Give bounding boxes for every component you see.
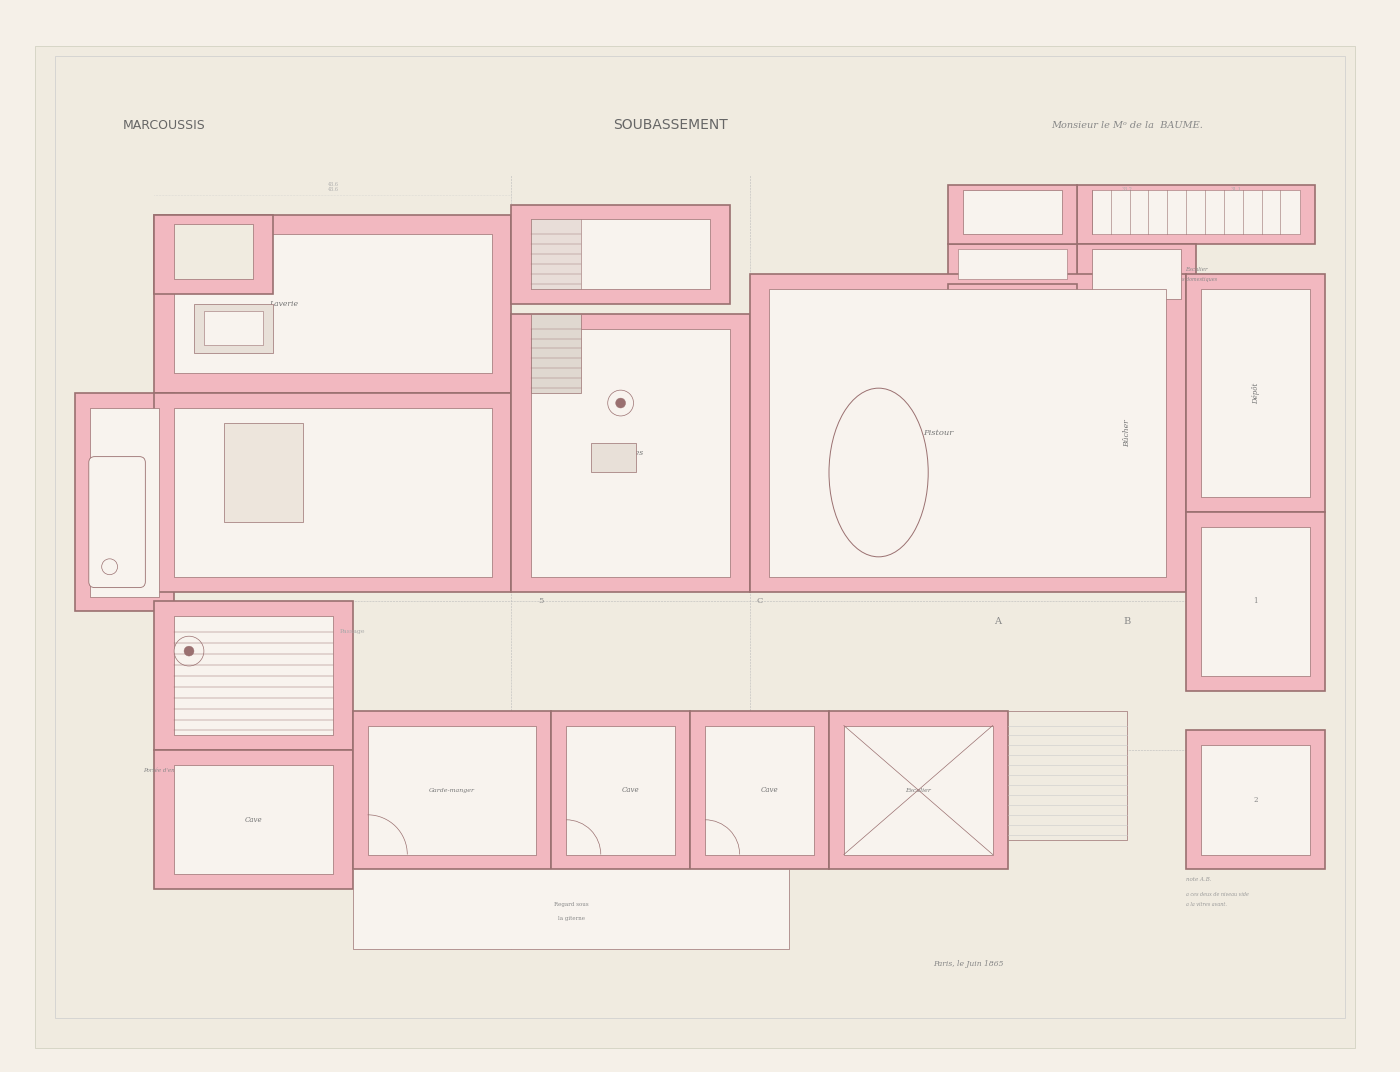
Text: 5: 5 [539,597,545,606]
Text: 43.6: 43.6 [328,182,339,188]
Bar [591,443,636,473]
Text: Pistour: Pistour [923,429,953,436]
Bar [532,329,729,577]
Bar [1092,250,1182,299]
Bar [154,601,353,750]
Bar [90,408,160,596]
Bar [204,311,263,345]
Text: Garde-manger: Garde-manger [428,788,475,792]
Bar [1186,730,1326,869]
Text: Regard sous: Regard sous [553,902,588,907]
Bar [1201,745,1310,854]
Bar [532,314,581,393]
Text: Paris, le Juin 1865: Paris, le Juin 1865 [932,959,1004,968]
Text: 43.6: 43.6 [328,188,339,192]
Bar [174,224,253,279]
Polygon shape [948,284,1077,314]
Text: B: B [1123,616,1130,626]
Text: 31.1: 31.1 [1231,188,1242,192]
Bar [511,314,749,592]
Text: note A.B.: note A.B. [1186,877,1211,882]
Bar [154,393,511,592]
Text: Cuisine: Cuisine [267,489,300,496]
Bar [1008,711,1127,839]
Bar [174,235,491,373]
Bar [566,726,675,854]
Bar [1186,512,1326,690]
Bar [958,250,1067,279]
Bar [770,289,1166,577]
Text: Passage: Passage [340,629,365,634]
FancyBboxPatch shape [88,457,146,587]
Bar [154,214,511,393]
Bar [690,711,829,869]
Text: Serre: Serre [105,508,125,517]
Bar [829,711,1008,869]
Bar [532,220,710,289]
Bar [1186,274,1326,512]
Bar [844,726,993,854]
Text: Monsieur le Mᵒ de la  BAUME.: Monsieur le Mᵒ de la BAUME. [1051,121,1203,130]
Text: des domestiques: des domestiques [1176,277,1217,282]
Text: Offices: Offices [617,449,644,457]
Bar [532,220,581,289]
Text: Cave: Cave [622,786,640,794]
Bar [224,422,304,522]
Text: Cave: Cave [206,252,221,256]
Circle shape [608,390,634,416]
Bar [174,408,491,577]
Bar [174,616,333,735]
Bar [511,205,729,303]
Text: Cave: Cave [245,816,262,823]
Bar [195,303,273,354]
Text: la giterne: la giterne [557,917,585,922]
Text: Escalier: Escalier [1184,267,1207,271]
Circle shape [102,559,118,575]
Text: Laverie: Laverie [269,300,298,308]
Text: C: C [756,597,763,606]
Circle shape [616,398,626,408]
Bar [353,711,552,869]
Text: MARCOUSSIS: MARCOUSSIS [123,119,206,132]
Text: Bûcher: Bûcher [1123,419,1131,447]
Bar [1092,190,1301,235]
Circle shape [174,636,204,666]
Bar [154,214,273,294]
Text: Cave: Cave [760,786,778,794]
Polygon shape [948,244,1077,284]
Text: Escalier: Escalier [906,788,931,792]
Text: SOUBASSEMENT: SOUBASSEMENT [613,118,728,132]
Bar [706,726,815,854]
Bar [749,274,1186,592]
Bar [174,765,333,875]
Bar [552,711,690,869]
Bar [963,190,1063,235]
Text: 33.2: 33.2 [1121,188,1133,192]
Bar [1077,184,1315,244]
Bar [948,184,1077,244]
Bar [154,750,353,890]
Text: A: A [994,616,1001,626]
Text: Portée d'entrée: Portée d'entrée [143,768,186,773]
Bar [74,393,174,611]
Text: 2: 2 [1253,795,1257,804]
Text: a ces deux de niveau vide: a ces deux de niveau vide [1186,892,1249,896]
Text: Offon: Offon [869,468,889,476]
Bar [1201,289,1310,497]
Ellipse shape [829,388,928,556]
Circle shape [183,646,195,656]
Text: 1: 1 [1253,597,1257,606]
Text: a la vitres avant.: a la vitres avant. [1186,902,1226,907]
Bar [1077,244,1196,314]
Bar [368,726,536,854]
Bar [1201,527,1310,676]
Bar [353,869,790,949]
Text: Dépôt: Dépôt [1252,383,1260,404]
